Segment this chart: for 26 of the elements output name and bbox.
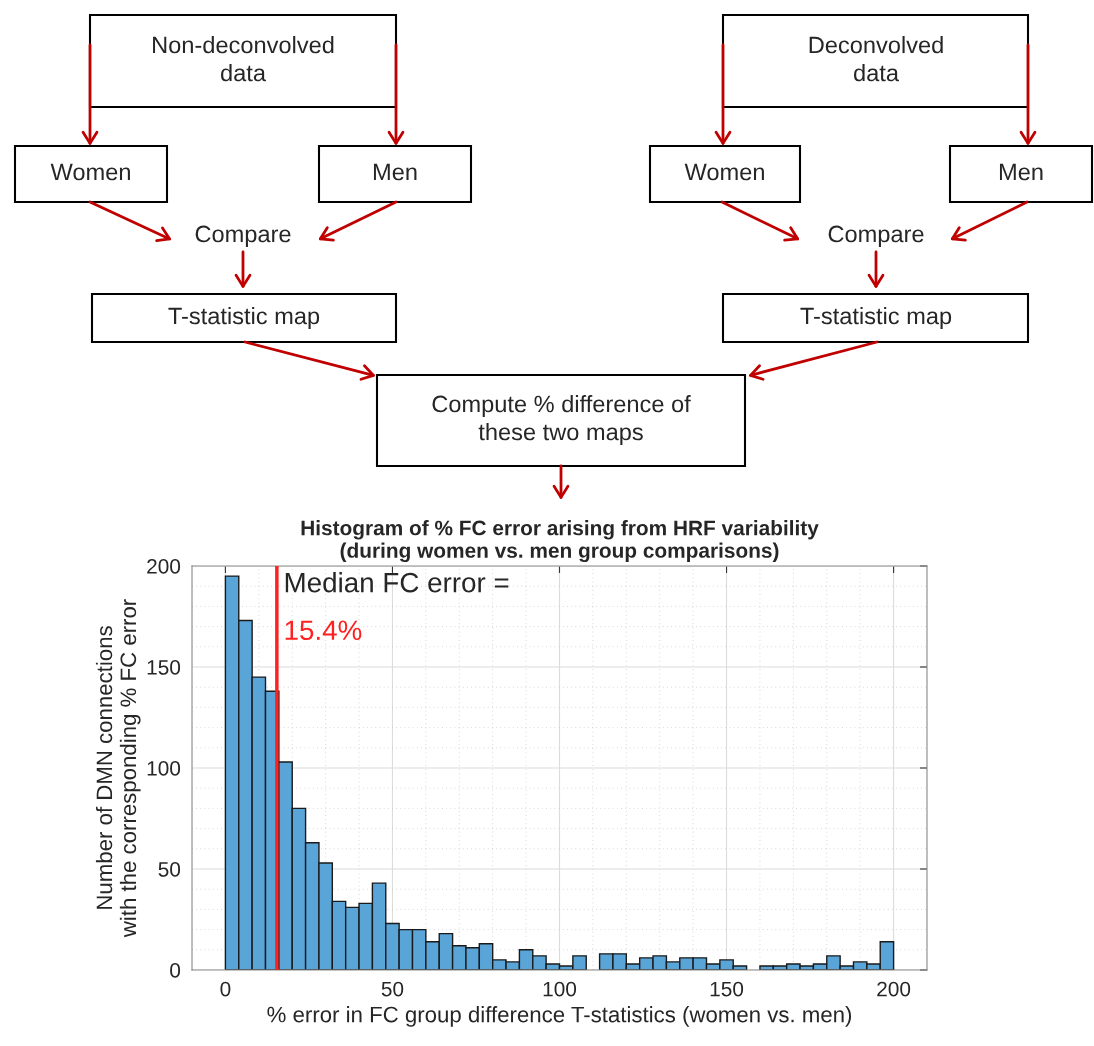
text: T-statistic map bbox=[800, 307, 952, 329]
x-tick-label: 0 bbox=[220, 981, 231, 997]
y-tick-label: 0 bbox=[170, 963, 181, 978]
text: Women bbox=[684, 163, 764, 181]
y-axis-title: Number of DMN connections with the corresponding % FC error bbox=[95, 599, 141, 938]
text: Compare bbox=[828, 225, 924, 248]
text: Compare bbox=[195, 225, 291, 248]
x-axis-title: % error in FC group difference T-statistics (women vs. men) bbox=[267, 1006, 852, 1027]
y-tick-label: 200 bbox=[147, 559, 181, 574]
y-tick-label: 50 bbox=[158, 862, 181, 877]
text: Compute % difference of these two maps bbox=[432, 395, 691, 445]
text: Men bbox=[373, 163, 417, 181]
x-tick-label: 150 bbox=[710, 981, 744, 997]
ref-line-label: Median FC error = bbox=[285, 572, 509, 593]
chart-title: Histogram of % FC error arising from HRF variability (during women vs. men group comparisons) bbox=[301, 520, 819, 563]
x-tick-label: 100 bbox=[543, 981, 577, 997]
annotation: 15.4% bbox=[285, 620, 362, 641]
text: T-statistic map bbox=[168, 307, 320, 329]
text: Deconvolved data bbox=[809, 36, 943, 82]
x-tick-label: 200 bbox=[877, 981, 911, 997]
x-tick-label: 50 bbox=[381, 981, 404, 997]
text: Men bbox=[999, 163, 1043, 181]
text: Non-deconvolved data bbox=[153, 36, 334, 82]
y-tick-label: 150 bbox=[147, 660, 181, 675]
text: Women bbox=[50, 163, 130, 181]
y-tick-label: 100 bbox=[147, 761, 181, 776]
